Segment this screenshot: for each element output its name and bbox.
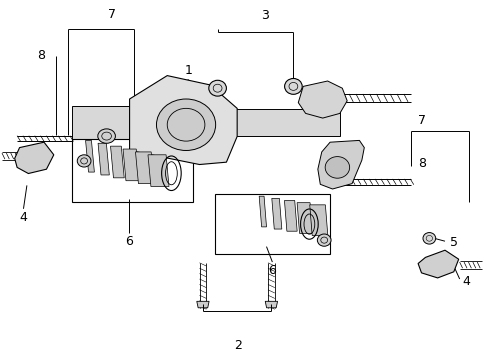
Polygon shape bbox=[129, 76, 237, 165]
Ellipse shape bbox=[156, 99, 215, 150]
Polygon shape bbox=[135, 152, 154, 184]
Polygon shape bbox=[98, 143, 109, 175]
Bar bbox=[215, 194, 329, 254]
Text: 4: 4 bbox=[20, 211, 27, 224]
Polygon shape bbox=[110, 146, 124, 178]
Text: 2: 2 bbox=[234, 339, 242, 352]
Ellipse shape bbox=[317, 234, 330, 246]
Text: 6: 6 bbox=[124, 235, 132, 248]
Polygon shape bbox=[271, 198, 281, 229]
Polygon shape bbox=[148, 155, 169, 186]
Text: 3: 3 bbox=[261, 9, 268, 22]
Ellipse shape bbox=[422, 233, 435, 244]
Polygon shape bbox=[15, 142, 54, 174]
Bar bbox=[72, 139, 193, 202]
Polygon shape bbox=[196, 301, 209, 308]
Polygon shape bbox=[297, 203, 312, 233]
Text: 7: 7 bbox=[417, 114, 425, 127]
Polygon shape bbox=[317, 140, 364, 189]
Text: 8: 8 bbox=[417, 157, 425, 170]
Polygon shape bbox=[309, 205, 327, 235]
Text: 7: 7 bbox=[108, 8, 116, 21]
Ellipse shape bbox=[284, 78, 302, 94]
Polygon shape bbox=[417, 250, 458, 278]
Text: 5: 5 bbox=[449, 237, 457, 249]
Polygon shape bbox=[284, 201, 297, 231]
Polygon shape bbox=[298, 81, 346, 118]
Ellipse shape bbox=[208, 80, 226, 96]
Polygon shape bbox=[72, 106, 129, 139]
Polygon shape bbox=[264, 301, 277, 308]
Text: 1: 1 bbox=[184, 64, 192, 77]
Ellipse shape bbox=[325, 157, 349, 178]
Polygon shape bbox=[85, 140, 94, 172]
Text: 6: 6 bbox=[268, 264, 276, 276]
Ellipse shape bbox=[98, 129, 115, 143]
Polygon shape bbox=[123, 149, 139, 181]
Polygon shape bbox=[228, 109, 339, 136]
Polygon shape bbox=[259, 196, 266, 227]
Text: 4: 4 bbox=[461, 275, 469, 288]
Ellipse shape bbox=[77, 155, 91, 167]
Text: 8: 8 bbox=[37, 49, 45, 62]
